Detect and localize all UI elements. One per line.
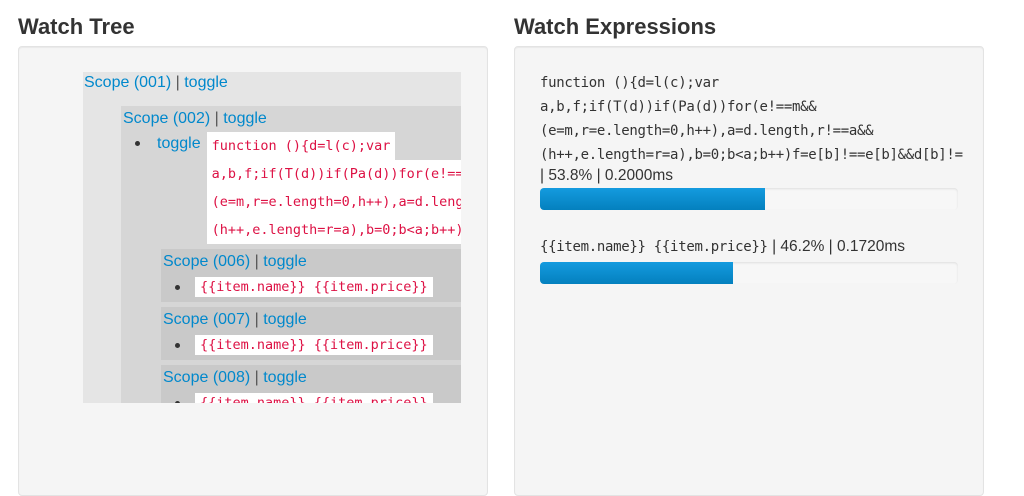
- watch-code: (h++,e.length=r=a),b=0;b<a;b++)f=e[b]!==…: [206, 216, 461, 244]
- bullet-icon: [175, 285, 180, 290]
- expression-1: {{item.name}} {{item.price}} | 46.2% | 0…: [540, 235, 958, 284]
- separator: |: [214, 110, 219, 127]
- bullet-icon: [135, 141, 140, 146]
- watch-list-item: {{item.name}} {{item.price}}: [163, 391, 461, 403]
- watch-tree-title: Watch Tree: [18, 14, 135, 39]
- separator: |: [175, 74, 180, 91]
- scope-001-link[interactable]: Scope (001): [84, 74, 172, 91]
- watch-list-item: {{item.name}} {{item.price}}: [163, 275, 461, 299]
- watch-code: {{item.name}} {{item.price}}: [195, 277, 433, 297]
- expression-0: function (){d=l(c);var a,b,f;if(T(d))if(…: [540, 71, 963, 210]
- scope-002-toggle[interactable]: toggle: [223, 110, 267, 127]
- separator: |: [254, 253, 259, 270]
- scope-006-link[interactable]: Scope (006): [163, 253, 251, 270]
- watch-code: a,b,f;if(T(d))if(Pa(d))for(e!==m&&: [206, 160, 461, 188]
- progress-fill: [540, 262, 734, 284]
- separator: |: [254, 311, 259, 328]
- progress-bar: [540, 188, 958, 210]
- watch-expressions-title: Watch Expressions: [514, 14, 717, 39]
- expression-stat: | 53.8% | 0.2000ms: [540, 167, 673, 184]
- scope-007-link[interactable]: Scope (007): [163, 311, 251, 328]
- scope-002: Scope (002) | toggle toggle function (){…: [121, 106, 461, 403]
- progress-fill: [540, 188, 765, 210]
- bullet-icon: [175, 401, 180, 403]
- watch-code: {{item.name}} {{item.price}}: [195, 393, 433, 403]
- watch-code: function (){d=l(c);var: [206, 132, 396, 160]
- watch-list-item: toggle function (){d=l(c);var a,b,f;if(T…: [123, 132, 461, 244]
- watch-tree-panel: Scope (001) | toggle Scope (002) | toggl…: [18, 46, 488, 496]
- scope-007-toggle[interactable]: toggle: [263, 311, 307, 328]
- scope-002-link[interactable]: Scope (002): [123, 110, 211, 127]
- scope-001-toggle[interactable]: toggle: [184, 74, 228, 91]
- scope-008-toggle[interactable]: toggle: [263, 369, 307, 386]
- bullet-icon: [175, 343, 180, 348]
- watch-list-item: {{item.name}} {{item.price}}: [163, 333, 461, 357]
- expression-text: {{item.name}} {{item.price}}: [540, 239, 768, 255]
- scope-006: Scope (006) | toggle {{item.name}} {{ite…: [161, 249, 461, 302]
- watch-expressions-panel: function (){d=l(c);var a,b,f;if(T(d))if(…: [514, 46, 984, 496]
- scope-007: Scope (007) | toggle {{item.name}} {{ite…: [161, 307, 461, 360]
- progress-bar: [540, 262, 958, 284]
- scope-008: Scope (008) | toggle {{item.name}} {{ite…: [161, 365, 461, 403]
- expression-text: a,b,f;if(T(d))if(Pa(d))for(e!==m&&: [540, 99, 817, 115]
- expression-text: (h++,e.length=r=a),b=0;b<a;b++)f=e[b]!==…: [540, 147, 963, 163]
- watch-code: (e=m,r=e.length=0,h++),a=d.length,r!==a&…: [206, 188, 461, 216]
- watch-code: {{item.name}} {{item.price}}: [195, 335, 433, 355]
- scope-006-toggle[interactable]: toggle: [263, 253, 307, 270]
- expression-text: function (){d=l(c);var: [540, 75, 719, 91]
- watch-toggle[interactable]: toggle: [157, 135, 201, 152]
- scope-tree: Scope (001) | toggle Scope (002) | toggl…: [83, 72, 461, 403]
- expression-stat: | 46.2% | 0.1720ms: [772, 238, 906, 255]
- expression-text: (e=m,r=e.length=0,h++),a=d.length,r!==a&…: [540, 123, 874, 139]
- scope-008-link[interactable]: Scope (008): [163, 369, 251, 386]
- separator: |: [254, 369, 259, 386]
